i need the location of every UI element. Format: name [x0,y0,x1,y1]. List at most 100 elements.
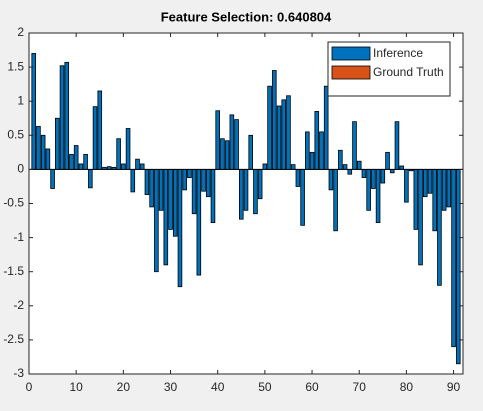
x-tick-label: 60 [305,380,319,394]
bar [45,148,51,170]
y-tick-label: -1 [13,230,24,244]
y-tick-label: -2 [13,298,24,312]
bar [380,168,386,184]
bar [177,168,183,288]
bar [455,168,461,365]
bar [59,65,65,170]
chart-title: Feature Selection: 0.640804 [161,9,332,24]
bar [295,168,301,187]
bar [314,111,320,170]
bar [139,163,145,170]
bar [338,149,343,170]
y-tick-label: 1.5 [7,59,24,73]
bar [319,131,324,170]
bar [69,153,74,170]
bar [422,168,428,198]
x-tick-label: 70 [353,380,367,394]
bar [371,168,376,189]
bar [97,90,103,170]
legend-label: Inference [373,46,423,60]
bar [309,151,315,170]
bar [451,168,456,348]
legend-swatch [331,46,371,61]
bar [286,95,291,170]
bar [300,168,305,226]
bar [361,168,367,178]
bar [375,168,381,223]
bar [172,168,178,237]
bar [196,168,202,276]
bar [238,168,244,220]
bar [154,168,159,273]
bar [385,151,390,170]
y-tick-label: 1 [17,93,24,107]
bar [281,99,287,170]
bar [31,53,37,170]
bar [399,165,404,170]
bar [441,168,447,211]
x-tick-label: 50 [258,380,272,394]
bar [328,168,334,191]
bar [389,168,395,174]
bar [248,134,254,170]
legend-label: Ground Truth [373,65,444,79]
bar [210,168,216,223]
bar [234,119,239,170]
bar [40,134,46,170]
bar [253,168,258,215]
bar [64,61,70,170]
y-tick-label: -0.5 [3,196,24,210]
bar [88,168,93,189]
bar [276,105,282,170]
x-tick-label: 20 [117,380,131,394]
bar [158,168,164,211]
bar [182,168,187,191]
bar [92,106,98,170]
bar [36,126,41,170]
x-tick-label: 10 [69,380,83,394]
y-tick-label: 0 [17,162,24,176]
y-tick-label: 0.5 [7,127,24,141]
bar [305,131,310,170]
x-tick-label: 90 [447,380,461,394]
y-tick-label: 2 [17,25,24,39]
bar [356,160,362,170]
bar [205,168,211,198]
x-tick-label: 30 [164,380,178,394]
bar [267,85,272,170]
bar [323,85,329,170]
bar [116,138,121,170]
legend-swatch [331,65,371,80]
bar [130,168,136,193]
bar [257,168,263,200]
bar [446,168,452,208]
bar [55,117,60,170]
bar [437,168,442,286]
bar [191,168,197,215]
bar [394,121,400,170]
bar [366,168,371,211]
bar [201,168,206,192]
bar [83,153,88,170]
bar [427,168,433,194]
bar [187,168,192,178]
bar [413,168,419,230]
bar [50,168,55,189]
y-tick-label: -1.5 [3,264,24,278]
x-tick-label: 80 [400,380,414,394]
bar [243,168,249,211]
bar [229,114,235,170]
bar [149,168,154,208]
bar [215,110,220,170]
bar [220,138,225,170]
bar [342,164,348,170]
x-tick-label: 0 [26,380,33,394]
x-tick-label: 40 [211,380,225,394]
bar [224,140,230,170]
bar [404,168,409,203]
bar [168,168,173,230]
bar [78,163,84,170]
bar [73,145,79,170]
bar [272,70,277,170]
